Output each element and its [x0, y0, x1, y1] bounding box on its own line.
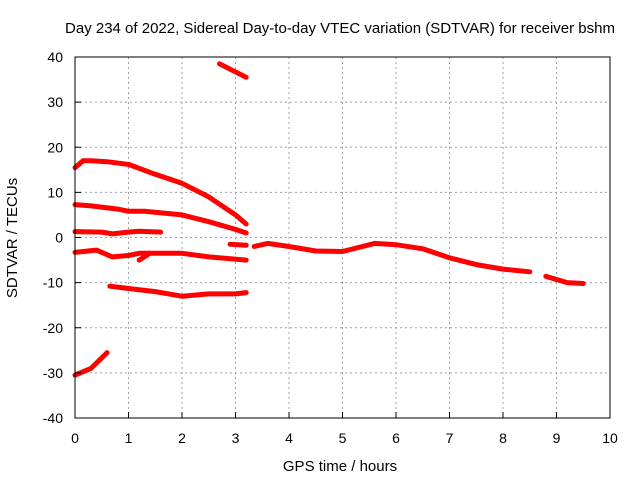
- x-tick-label: 10: [602, 430, 618, 446]
- series-line-arc-11: [543, 273, 586, 286]
- series-line-arc-10: [251, 240, 533, 275]
- y-tick-label: 10: [47, 184, 63, 200]
- x-tick-label: 2: [178, 430, 186, 446]
- x-tick-label: 6: [392, 430, 400, 446]
- x-tick-label: 4: [285, 430, 293, 446]
- x-axis-label: GPS time / hours: [283, 458, 397, 475]
- y-tick-label: 40: [47, 49, 63, 65]
- y-tick-label: -10: [43, 275, 63, 291]
- y-axis-label: SDTVAR / TECUs: [4, 178, 21, 298]
- x-tick-label: 3: [232, 430, 240, 446]
- y-tick-label: 0: [55, 230, 63, 246]
- series-layer: [72, 61, 586, 378]
- x-tick-label: 9: [553, 430, 561, 446]
- series-line-arc-6: [107, 283, 249, 299]
- x-tick-label: 1: [125, 430, 133, 446]
- y-axis: -40 -30 -20 -10 0 10 20 30 40: [43, 49, 81, 426]
- x-tick-label: 7: [446, 430, 454, 446]
- x-tick-label: 0: [71, 430, 79, 446]
- y-tick-label: -30: [43, 365, 63, 381]
- series-line-arc-3: [72, 228, 164, 237]
- x-tick-label: 5: [339, 430, 347, 446]
- series-line-arc-1: [72, 158, 249, 227]
- y-tick-label: -20: [43, 320, 63, 336]
- series-line-arc-9: [227, 241, 249, 248]
- series-line-arc-7: [72, 350, 110, 378]
- x-tick-label: 8: [499, 430, 507, 446]
- chart-title: Day 234 of 2022, Sidereal Day-to-day VTE…: [65, 20, 615, 37]
- x-axis: 0 1 2 3 4 5 6 7 8 9 10: [71, 412, 618, 446]
- y-tick-label: -40: [43, 410, 63, 426]
- y-tick-label: 30: [47, 94, 63, 110]
- series-line-arc-2: [72, 202, 249, 236]
- grid: [75, 57, 610, 418]
- y-tick-label: 20: [47, 139, 63, 155]
- series-line-arc-8: [217, 61, 249, 80]
- series-line-arc-4: [72, 247, 249, 263]
- series-line-arc-5: [136, 250, 153, 263]
